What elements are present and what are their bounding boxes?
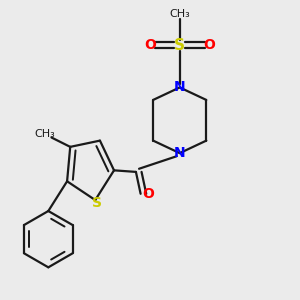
Text: S: S [174, 38, 185, 53]
Text: O: O [144, 38, 156, 52]
Text: O: O [142, 187, 154, 201]
Text: S: S [92, 196, 102, 210]
Text: N: N [174, 146, 185, 160]
Text: O: O [203, 38, 215, 52]
Text: CH₃: CH₃ [35, 129, 56, 140]
Text: N: N [174, 80, 185, 94]
Text: CH₃: CH₃ [169, 9, 190, 19]
